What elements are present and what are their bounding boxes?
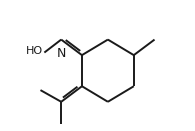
Text: N: N (57, 47, 66, 60)
Text: HO: HO (26, 46, 43, 56)
